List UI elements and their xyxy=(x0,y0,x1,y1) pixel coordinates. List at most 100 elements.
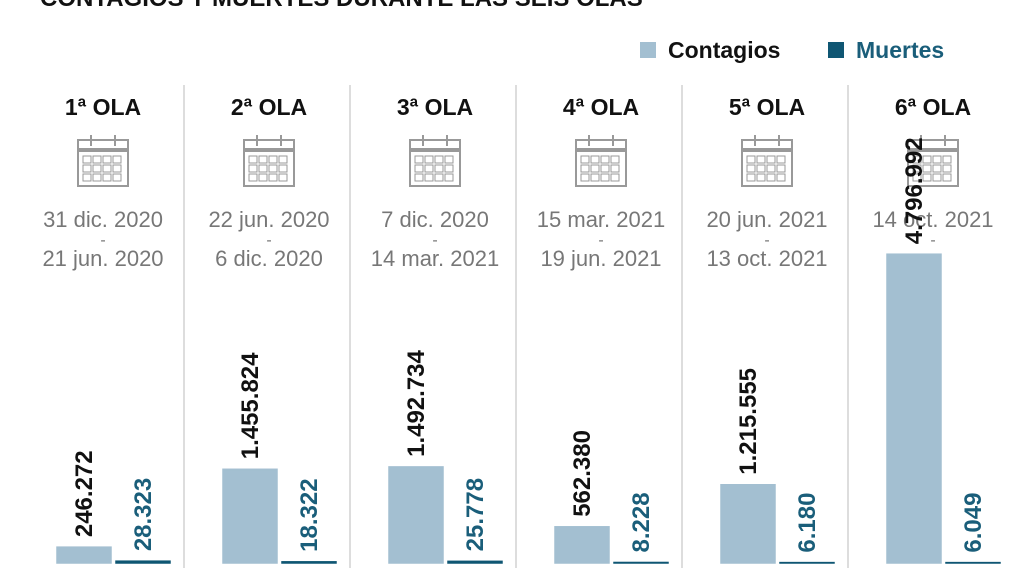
calendar-cell xyxy=(424,173,434,182)
date-separator: - xyxy=(266,232,271,249)
calendar-cell xyxy=(600,173,610,182)
calendar-cell xyxy=(590,173,600,182)
bar xyxy=(281,561,337,564)
value-label: 246.272 xyxy=(71,450,98,537)
value-label: 1.492.734 xyxy=(403,349,430,456)
date-separator: - xyxy=(598,232,603,249)
date-separator: - xyxy=(432,232,437,249)
bar xyxy=(554,526,610,564)
calendar-cell xyxy=(112,155,122,164)
calendar-cell xyxy=(278,164,288,173)
calendar-cell xyxy=(268,155,278,164)
date-end: 6 dic. 2020 xyxy=(215,246,323,271)
calendar-cell xyxy=(444,164,454,173)
bar xyxy=(613,561,669,564)
value-label: 562.380 xyxy=(569,430,596,517)
calendar-cell xyxy=(610,173,620,182)
calendar-cell xyxy=(102,164,112,173)
chart-title: CONTAGIOS Y MUERTES DURANTE LAS SEIS OLA… xyxy=(40,0,643,12)
calendar-cell xyxy=(766,155,776,164)
calendar-cell xyxy=(600,155,610,164)
calendar-cell xyxy=(942,164,952,173)
date-start: 14 oct. 2021 xyxy=(872,207,993,232)
calendar-frame xyxy=(575,139,627,187)
calendar-cell xyxy=(434,164,444,173)
calendar-cell xyxy=(434,173,444,182)
calendar-cell xyxy=(746,155,756,164)
value-label: 18.322 xyxy=(296,478,323,551)
calendar-icon xyxy=(409,135,461,187)
calendar-cell xyxy=(92,155,102,164)
calendar-cell xyxy=(414,155,424,164)
calendar-cell xyxy=(92,173,102,182)
calendar-icon xyxy=(907,135,959,187)
calendar-cell xyxy=(112,164,122,173)
calendar-cell xyxy=(414,173,424,182)
calendar-frame xyxy=(741,139,793,187)
column-heading: 4ª OLA xyxy=(563,94,639,120)
calendar-cell xyxy=(92,164,102,173)
calendar-icon xyxy=(77,135,129,187)
calendar-frame xyxy=(907,139,959,187)
calendar-cell xyxy=(912,155,922,164)
calendar-frame xyxy=(409,139,461,187)
calendar-cell xyxy=(922,164,932,173)
bar xyxy=(115,560,171,564)
calendar-cell xyxy=(756,164,766,173)
value-label: 6.049 xyxy=(960,493,987,553)
calendar-cell xyxy=(756,173,766,182)
date-end: 19 jun. 2021 xyxy=(540,246,661,271)
calendar-cell xyxy=(932,155,942,164)
column-heading: 6ª OLA xyxy=(895,94,971,120)
calendar-cell xyxy=(102,173,112,182)
calendar-cell xyxy=(922,173,932,182)
column-heading: 1ª OLA xyxy=(65,94,141,120)
calendar-cell xyxy=(610,155,620,164)
calendar-cell xyxy=(268,173,278,182)
column-heading: 2ª OLA xyxy=(231,94,307,120)
date-start: 15 mar. 2021 xyxy=(537,207,665,232)
calendar-cell xyxy=(580,164,590,173)
calendar-cell xyxy=(766,173,776,182)
calendar-cell xyxy=(932,164,942,173)
legend-swatch xyxy=(828,42,844,58)
calendar-cell xyxy=(414,164,424,173)
calendar-cell xyxy=(912,164,922,173)
date-end: 21 jun. 2020 xyxy=(42,246,163,271)
calendar-cell xyxy=(776,164,786,173)
calendar-cell xyxy=(580,173,590,182)
calendar-cell xyxy=(746,173,756,182)
calendar-cell xyxy=(766,164,776,173)
calendar-cell xyxy=(258,164,268,173)
value-label: 1.455.824 xyxy=(237,352,264,459)
calendar-cell xyxy=(248,173,258,182)
value-label: 1.215.555 xyxy=(735,368,762,475)
calendar-cell xyxy=(600,164,610,173)
value-label: 25.778 xyxy=(462,478,489,551)
calendar-cell xyxy=(610,164,620,173)
calendar-icon xyxy=(575,135,627,187)
calendar-cell xyxy=(278,173,288,182)
calendar-cell xyxy=(424,155,434,164)
calendar-cell xyxy=(922,155,932,164)
date-start: 22 jun. 2020 xyxy=(208,207,329,232)
calendar-cell xyxy=(942,173,952,182)
calendar-cell xyxy=(82,155,92,164)
calendar-cell xyxy=(248,164,258,173)
date-start: 31 dic. 2020 xyxy=(43,207,163,232)
calendar-cell xyxy=(942,155,952,164)
bar xyxy=(720,483,776,564)
calendar-cell xyxy=(580,155,590,164)
calendar-cell xyxy=(590,164,600,173)
calendar-cell xyxy=(444,173,454,182)
calendar-cell xyxy=(776,155,786,164)
calendar-cell xyxy=(590,155,600,164)
legend-label: Muertes xyxy=(856,37,944,63)
date-separator: - xyxy=(930,232,935,249)
calendar-cell xyxy=(278,155,288,164)
calendar-cell xyxy=(434,155,444,164)
date-separator: - xyxy=(100,232,105,249)
calendar-cell xyxy=(82,164,92,173)
bar xyxy=(388,466,444,564)
